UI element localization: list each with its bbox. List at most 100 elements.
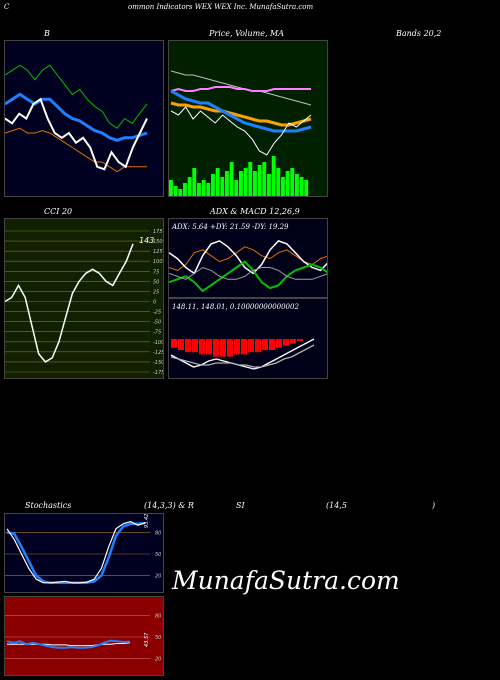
rsi-value-label: 43.57: [144, 632, 150, 647]
rsi-chart: 80 50 20 43.57: [5, 613, 161, 663]
header-stoch-paren: ): [432, 501, 436, 510]
rsi-panel: 80 50 20 43.57: [4, 596, 164, 676]
volume-bar-2: [178, 189, 183, 196]
cci-tick-8: -25: [153, 310, 161, 316]
volume-bar-3: [183, 183, 187, 196]
page-title-rest: ommon Indicators WEX WEX Inc. MunafaSutr…: [128, 3, 314, 11]
volume-bar-7: [201, 180, 206, 196]
macd-bar-17: [290, 339, 296, 344]
macd-bar-5: [206, 339, 212, 355]
macd-bar-4: [199, 339, 205, 355]
volume-bar-29: [304, 180, 309, 196]
volume-bar-10: [215, 168, 220, 196]
stoch-tick-0: 80: [155, 530, 161, 536]
macd-line-0: [170, 338, 315, 370]
adx-value-label: ADX: 5.64 +DY: 21.59 -DY: 19.29: [171, 223, 289, 231]
cci-tick-0: 175: [153, 229, 163, 235]
macd-bar-1: [178, 339, 184, 350]
macd-bar-13: [262, 339, 268, 350]
cci-tick-10: -75: [153, 330, 161, 336]
cci-tick-4: 75: [153, 269, 159, 275]
macd-bar-0: [171, 339, 177, 348]
adx-chart: ADX: 5.64 +DY: 21.59 -DY: 19.29: [169, 223, 327, 293]
volume-bar-9: [211, 174, 215, 196]
macd-bar-16: [283, 339, 289, 346]
adx-line-2: [169, 260, 327, 293]
header-stoch-left: Stochastics: [25, 501, 72, 510]
macd-chart: 148.11, 148.01, 0.10000000000002: [170, 303, 315, 370]
rsi-tick-2: 20: [155, 657, 161, 663]
cci-tick-14: -175: [153, 370, 164, 376]
cci-tick-1: 150: [153, 239, 163, 245]
cci-tick-2: 125: [153, 249, 163, 255]
bands-chart: [5, 64, 148, 173]
bands-line-2: [5, 127, 147, 173]
macd-bar-6: [213, 339, 219, 357]
macd-bar-8: [227, 339, 233, 357]
volume-bar-23: [276, 168, 281, 196]
header-stoch-14: (14,5: [326, 501, 347, 510]
rsi-tick-1: 50: [155, 635, 161, 641]
price-panel: [168, 40, 328, 197]
cci-chart: 175 150 125 100 75 50 25 0 -25 -50 -75 -100 -125 -150…: [5, 229, 164, 376]
volume-bar-6: [197, 183, 201, 196]
cci-panel: 175 150 125 100 75 50 25 0 -25 -50 -75 -100 -125 -150…: [4, 218, 164, 379]
volume-bar-21: [267, 174, 271, 196]
cci-tick-9: -50: [153, 320, 161, 326]
adx-line-1: [169, 240, 327, 275]
volume-bar-1: [173, 186, 178, 196]
bands-line-0: [5, 64, 148, 129]
volume-bar-20: [262, 162, 267, 196]
volume-bar-14: [234, 180, 239, 196]
header-adx: ADX & MACD 12,26,9: [210, 207, 300, 216]
header-cci: CCI 20: [44, 207, 73, 216]
macd-bar-15: [276, 339, 282, 348]
macd-bar-10: [241, 339, 247, 355]
macd-bar-11: [248, 339, 254, 353]
cci-tick-13: -150: [153, 360, 164, 366]
rsi-line: [6, 639, 131, 649]
stoch-tick-2: 20: [155, 574, 161, 580]
page-title: C ommon Indicators WEX WEX Inc. MunafaSu…: [4, 3, 314, 11]
header-stoch-si: SI: [236, 501, 245, 510]
cci-tick-7: 0: [153, 300, 156, 306]
bands-line-3: [5, 97, 148, 171]
bands-panel: [4, 40, 164, 197]
macd-bar-7: [220, 339, 226, 357]
macd-bar-18: [297, 339, 303, 342]
price-chart: [169, 70, 312, 196]
macd-bar-14: [269, 339, 275, 350]
header-price: Price, Volume, MA: [209, 29, 285, 38]
volume-bar-8: [206, 183, 211, 196]
volume-bar-26: [290, 168, 295, 196]
adx-line-3: [169, 266, 327, 280]
macd-bar-2: [185, 339, 191, 353]
watermark: MunafaSutra.com: [172, 566, 400, 595]
stoch-chart: 80 50 20 93.42: [5, 514, 161, 585]
stoch-tick-1: 50: [155, 552, 161, 558]
stoch-panel: 80 50 20 93.42: [4, 513, 164, 593]
stoch-line-d: [6, 521, 146, 585]
price-line-4: [170, 106, 312, 156]
stoch-line-k: [6, 520, 146, 584]
macd-line-1: [170, 344, 315, 368]
volume-bar-12: [225, 171, 229, 196]
volume-bar-28: [299, 177, 304, 196]
cci-tick-3: 100: [153, 259, 163, 265]
price-line-3: [170, 89, 312, 133]
volume-bar-11: [220, 177, 225, 196]
macd-panel: 148.11, 148.01, 0.10000000000002: [168, 298, 328, 379]
cci-tick-12: -125: [153, 350, 164, 356]
macd-bar-12: [255, 339, 261, 353]
cci-tick-6: 25: [153, 289, 159, 295]
macd-bar-3: [192, 339, 198, 353]
rsi-tick-0: 80: [155, 613, 161, 619]
volume-bar-16: [243, 168, 248, 196]
stoch-value-label: 93.42: [144, 514, 150, 528]
header-bands: Bands 20,2: [396, 29, 442, 38]
volume-bar-17: [248, 162, 253, 196]
volume-bar-4: [187, 177, 192, 196]
macd-value-label: 148.11, 148.01, 0.10000000000002: [172, 303, 299, 311]
volume-bar-15: [239, 171, 243, 196]
adx-panel: ADX: 5.64 +DY: 21.59 -DY: 19.29: [168, 218, 328, 298]
